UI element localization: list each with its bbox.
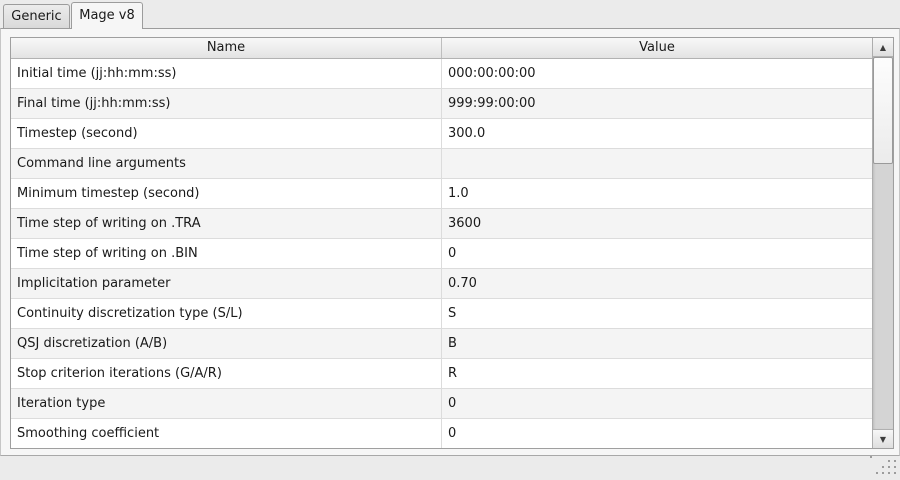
row-value-cell[interactable]: 0.70 [448,276,477,291]
table-row[interactable]: Final time (jj:hh:mm:ss) 999:99:00:00 [11,89,872,119]
row-name-cell[interactable]: Initial time (jj:hh:mm:ss) [11,59,442,88]
row-value-cell[interactable]: 0 [448,396,457,411]
row-value-cell[interactable]: S [448,306,457,321]
vertical-scrollbar: ▲ ▼ [872,38,893,448]
row-value-cell[interactable]: 1.0 [448,186,469,201]
scrollbar-down-button[interactable]: ▼ [873,429,893,448]
row-name-cell[interactable]: Command line arguments [11,149,442,178]
table-rows: Initial time (jj:hh:mm:ss) 000:00:00:00 … [11,59,872,448]
row-value-cell[interactable]: R [448,366,458,381]
table-header-row: Name Value [11,38,872,59]
row-value-cell[interactable] [442,149,872,178]
scrollbar-up-button[interactable]: ▲ [873,38,893,57]
table-row[interactable]: Continuity discretization type (S/L) S [11,299,872,329]
table-row[interactable]: Iteration type 0 [11,389,872,419]
row-name-cell[interactable]: Stop criterion iterations (G/A/R) [11,359,442,388]
column-header-value[interactable]: Value [639,40,675,55]
table-row[interactable]: Minimum timestep (second) 1.0 [11,179,872,209]
table-row[interactable]: Implicitation parameter 0.70 [11,269,872,299]
row-name-cell[interactable]: Smoothing coefficient [11,419,442,448]
table-row[interactable]: Time step of writing on .TRA 3600 [11,209,872,239]
triangle-up-icon: ▲ [879,42,887,52]
row-value-cell[interactable]: 300.0 [448,126,486,141]
row-name-cell[interactable]: Timestep (second) [11,119,442,148]
parameters-table: Name Value Initial time (jj:hh:mm:ss) 00… [10,37,894,449]
row-name-cell[interactable]: QSJ discretization (A/B) [11,329,442,358]
row-name-cell[interactable]: Final time (jj:hh:mm:ss) [11,89,442,118]
row-name-cell[interactable]: Time step of writing on .BIN [11,239,442,268]
column-header-name[interactable]: Name [11,38,442,58]
row-name-cell[interactable]: Iteration type [11,389,442,418]
row-value-cell[interactable]: B [448,336,457,351]
row-name-cell[interactable]: Minimum timestep (second) [11,179,442,208]
table-row[interactable]: Stop criterion iterations (G/A/R) R [11,359,872,389]
table-row[interactable]: Initial time (jj:hh:mm:ss) 000:00:00:00 [11,59,872,89]
row-value-cell[interactable]: 0 [448,426,457,441]
row-name-cell[interactable]: Implicitation parameter [11,269,442,298]
row-name-cell[interactable]: Continuity discretization type (S/L) [11,299,442,328]
scrollbar-track[interactable] [873,57,893,429]
triangle-down-icon: ▼ [879,434,887,444]
table-main: Name Value Initial time (jj:hh:mm:ss) 00… [11,38,872,448]
tab-mage-v8[interactable]: Mage v8 [71,2,143,29]
row-value-cell[interactable]: 000:00:00:00 [448,66,536,81]
table-row[interactable]: Smoothing coefficient 0 [11,419,872,448]
row-value-cell[interactable]: 3600 [448,216,482,231]
scrollbar-thumb[interactable] [873,57,893,164]
table-row[interactable]: QSJ discretization (A/B) B [11,329,872,359]
table-row[interactable]: Timestep (second) 300.0 [11,119,872,149]
tab-generic[interactable]: Generic [3,4,70,28]
resize-grip[interactable] [870,456,898,478]
table-row[interactable]: Time step of writing on .BIN 0 [11,239,872,269]
row-name-cell[interactable]: Time step of writing on .TRA [11,209,442,238]
row-value-cell[interactable]: 999:99:00:00 [448,96,536,111]
tab-mage-v8-label: Mage v8 [79,8,135,23]
table-row[interactable]: Command line arguments [11,149,872,179]
tab-generic-label: Generic [11,9,62,24]
resize-grip-icon [870,456,872,458]
row-value-cell[interactable]: 0 [448,246,457,261]
